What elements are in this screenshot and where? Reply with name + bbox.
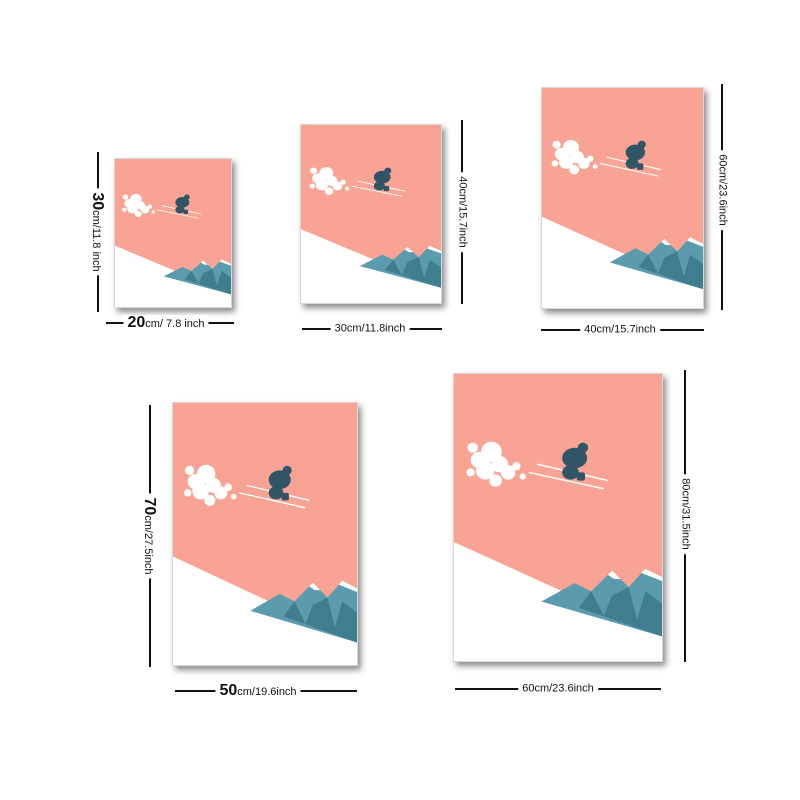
poster-40x60 bbox=[541, 87, 704, 309]
mountain-shadow bbox=[385, 257, 441, 288]
mountain-shadow bbox=[578, 587, 662, 637]
powder-cloud bbox=[184, 464, 237, 506]
mountain-shadow bbox=[184, 268, 231, 295]
width-label-60x80: 60cm/23.6inch bbox=[518, 683, 598, 695]
powder-cloud bbox=[121, 193, 156, 218]
width-label-30x40: 30cm/11.8inch bbox=[330, 323, 410, 335]
skier bbox=[562, 442, 589, 481]
snow-cap bbox=[404, 247, 413, 253]
skier bbox=[268, 465, 292, 501]
skier bbox=[175, 194, 190, 214]
mountain-shadow bbox=[283, 597, 357, 643]
height-label-50x70: 70cm/27.5inch bbox=[141, 493, 158, 579]
poster-60x80 bbox=[453, 373, 663, 662]
poster-20x30 bbox=[114, 158, 232, 308]
snow-cap bbox=[200, 260, 208, 265]
width-label-40x60: 40cm/15.7inch bbox=[580, 324, 660, 336]
snow-cap bbox=[641, 568, 662, 582]
poster-30x40 bbox=[300, 124, 442, 304]
width-label-20x30: 20cm/ 7.8 inch bbox=[123, 315, 209, 331]
mountain-shadow bbox=[638, 251, 703, 290]
poster-50x70 bbox=[172, 402, 358, 666]
snow-cap bbox=[338, 580, 357, 593]
powder-cloud bbox=[309, 166, 350, 195]
height-label-20x30: 30cm/11.8 inch bbox=[89, 188, 106, 276]
snow-cap bbox=[686, 237, 703, 247]
skier bbox=[625, 140, 646, 170]
snow-cap bbox=[219, 259, 231, 266]
height-label-40x60: 60cm/23.6inch bbox=[716, 150, 729, 230]
height-label-60x80: 80cm/31.5inch bbox=[679, 474, 692, 554]
snow-cap bbox=[427, 245, 441, 254]
powder-cloud bbox=[466, 441, 526, 487]
skier bbox=[373, 167, 392, 192]
height-label-30x40: 40cm/15.7inch bbox=[456, 172, 469, 252]
powder-cloud bbox=[551, 139, 598, 175]
width-label-50x70: 50cm/19.6inch bbox=[215, 683, 301, 699]
snow-cap bbox=[309, 582, 321, 591]
